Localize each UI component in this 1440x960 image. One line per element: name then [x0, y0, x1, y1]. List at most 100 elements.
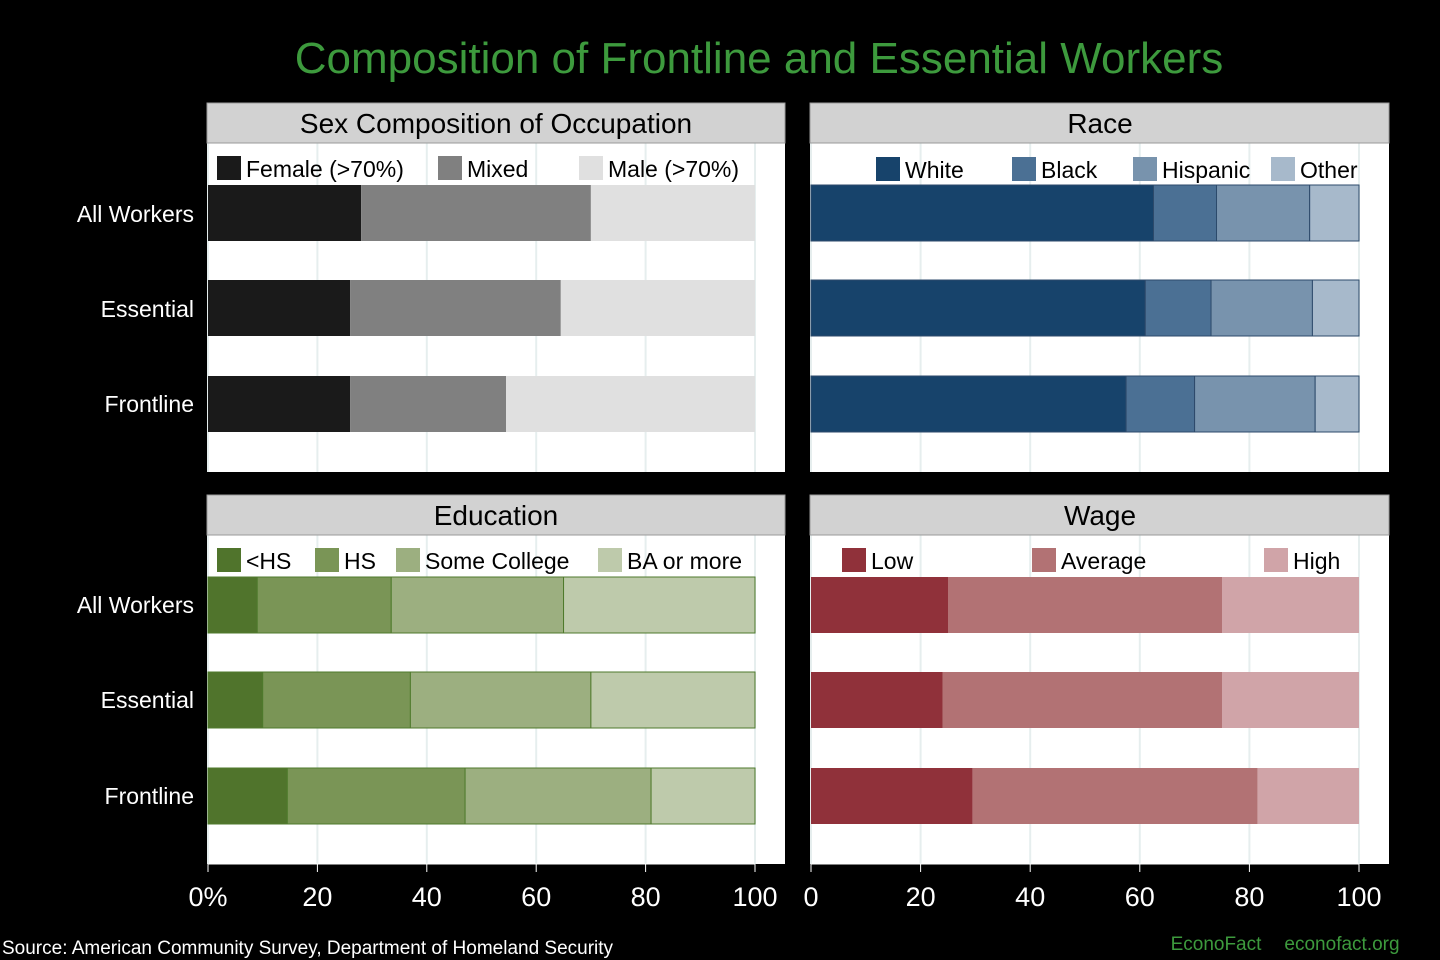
panel-race-legend-label-black: Black	[1041, 157, 1098, 183]
x-axis-left-tick-label-0: 0%	[188, 882, 227, 912]
x-axis-right-tick-label-0: 0	[803, 882, 818, 912]
panel-education-bar-all-workers-hs	[207, 576, 258, 634]
panel-wage-bar-all-workers-low	[811, 577, 948, 633]
panel-education-legend: <HS HS Some College BA or more	[217, 548, 742, 574]
panel-wage-title: Wage	[1064, 500, 1136, 531]
panel-sex-legend-swatch-female-70	[217, 156, 241, 180]
panel-wage-bar-essential-average	[942, 672, 1222, 728]
panel-race-legend-label-other: Other	[1300, 157, 1358, 183]
category-labels: All Workers Essential Frontline All Work…	[77, 201, 194, 809]
category-label-frontline-bottom: Frontline	[105, 783, 194, 809]
panel-wage: Wage Low Average High	[809, 494, 1390, 864]
panel-education-bar-all-workers-ba-or-more	[563, 576, 756, 634]
x-axis-right: 0 20 40 60 80 100	[803, 863, 1382, 912]
panel-race-legend: White Black Hispanic Other	[876, 157, 1358, 183]
panel-education-legend-label-hs: <HS	[246, 548, 291, 574]
panel-race: Race White Black Hispanic Other	[809, 102, 1390, 472]
panel-sex-legend-label-mixed: Mixed	[467, 156, 528, 182]
panel-wage-legend-swatch-low	[842, 548, 866, 572]
panel-race-title: Race	[1067, 108, 1132, 139]
panel-wage-legend-label-high: High	[1293, 548, 1340, 574]
panel-sex-bar-all-workers-male-70	[590, 185, 755, 241]
panel-sex-bar-all-workers-mixed	[361, 185, 591, 241]
x-axis-right-tick-label-40: 40	[1015, 882, 1045, 912]
panel-education-legend-swatch-some-college	[396, 548, 420, 572]
panel-sex-bar-frontline-male-70	[506, 376, 755, 432]
panel-wage-legend-swatch-high	[1264, 548, 1288, 572]
panel-sex-bar-essential-male-70	[560, 280, 755, 336]
panel-wage-bar-all-workers-high	[1222, 577, 1359, 633]
panel-race-legend-label-hispanic: Hispanic	[1162, 157, 1250, 183]
panel-education-bar-all-workers-some-college	[390, 576, 565, 634]
panel-race-legend-label-white: White	[905, 157, 964, 183]
panel-wage-bar-frontline-low	[811, 768, 973, 824]
panel-sex-legend-swatch-male-70	[579, 156, 603, 180]
panel-education-legend-label-ba-or-more: BA or more	[627, 548, 742, 574]
panel-education-bar-essential-hs	[207, 671, 264, 729]
panel-race-title-bar	[809, 102, 1390, 144]
x-axis-left-tick-label-80: 80	[631, 882, 661, 912]
chart-title: Composition of Frontline and Essential W…	[295, 34, 1224, 83]
panel-education-bar-all-workers-hs	[256, 576, 392, 634]
panel-wage-legend-label-average: Average	[1061, 548, 1146, 574]
panel-wage-legend-swatch-average	[1032, 548, 1056, 572]
panel-education-legend-swatch-hs	[315, 548, 339, 572]
panel-sex-bar-essential-mixed	[350, 280, 561, 336]
panel-wage-bar-frontline-average	[972, 768, 1258, 824]
panel-race-legend-swatch-other	[1271, 157, 1295, 181]
category-label-all-workers-top: All Workers	[77, 201, 194, 227]
panel-sex-legend-label-male-70: Male (>70%)	[608, 156, 739, 182]
panel-race-bar-essential-black	[1144, 279, 1212, 337]
panel-education-legend-swatch-hs	[217, 548, 241, 572]
panel-wage-bar-frontline-high	[1257, 768, 1359, 824]
panel-race-bar-frontline-hispanic	[1194, 375, 1316, 433]
panel-race-legend-swatch-white	[876, 157, 900, 181]
panel-race-bar-all-workers-black	[1153, 184, 1218, 242]
x-axis-right-tick-label-60: 60	[1125, 882, 1155, 912]
panel-education-legend-label-hs: HS	[344, 548, 376, 574]
panel-sex-legend: Female (>70%) Mixed Male (>70%)	[217, 156, 739, 182]
panel-race-bars	[810, 184, 1360, 433]
category-label-frontline-top: Frontline	[105, 391, 194, 417]
panel-race-bar-all-workers-other	[1309, 184, 1360, 242]
panel-education-legend-label-some-college: Some College	[425, 548, 569, 574]
category-label-essential-top: Essential	[101, 296, 194, 322]
panel-wage-bar-essential-low	[811, 672, 943, 728]
panel-wage-legend-label-low: Low	[871, 548, 914, 574]
panel-education-title: Education	[434, 500, 559, 531]
panel-sex-bar-all-workers-female-70	[208, 185, 362, 241]
panel-race-bar-essential-other	[1311, 279, 1360, 337]
panel-race-bar-frontline-white	[810, 375, 1127, 433]
x-axis-right-tick-label-100: 100	[1336, 882, 1381, 912]
panel-education: Education <HS HS Some College BA or more	[206, 494, 786, 864]
panel-race-bar-frontline-black	[1125, 375, 1196, 433]
x-axis-left-tick-label-60: 60	[521, 882, 551, 912]
panel-sex-bar-frontline-mixed	[350, 376, 507, 432]
panel-wage-bar-all-workers-average	[948, 577, 1222, 633]
panel-education-bar-essential-ba-or-more	[590, 671, 756, 729]
panel-race-bar-all-workers-white	[810, 184, 1154, 242]
panel-wage-bar-essential-high	[1222, 672, 1359, 728]
panel-education-bars	[207, 576, 756, 825]
panel-education-bar-frontline-hs	[207, 767, 288, 825]
panel-sex-bar-frontline-female-70	[208, 376, 351, 432]
panel-race-legend-swatch-hispanic	[1133, 157, 1157, 181]
panel-sex-legend-label-female-70: Female (>70%)	[246, 156, 404, 182]
panel-education-legend-swatch-ba-or-more	[598, 548, 622, 572]
panel-education-bar-essential-hs	[262, 671, 411, 729]
x-axis-right-tick-label-20: 20	[906, 882, 936, 912]
panel-sex-title: Sex Composition of Occupation	[300, 108, 692, 139]
panel-sex: Sex Composition of Occupation Female (>7…	[206, 102, 786, 472]
panel-sex-title-bar	[206, 102, 786, 144]
panel-wage-legend: Low Average High	[842, 548, 1340, 574]
source-note: Source: American Community Survey, Depar…	[2, 938, 614, 959]
panel-wage-bars	[811, 577, 1359, 824]
brand-url: econofact.org	[1284, 934, 1399, 955]
panel-education-bar-frontline-hs	[286, 767, 466, 825]
panel-race-bar-frontline-other	[1314, 375, 1360, 433]
category-label-all-workers-bottom: All Workers	[77, 592, 194, 618]
panel-race-bar-all-workers-hispanic	[1216, 184, 1311, 242]
panel-wage-title-bar	[809, 494, 1390, 536]
panel-sex-bar-essential-female-70	[208, 280, 351, 336]
